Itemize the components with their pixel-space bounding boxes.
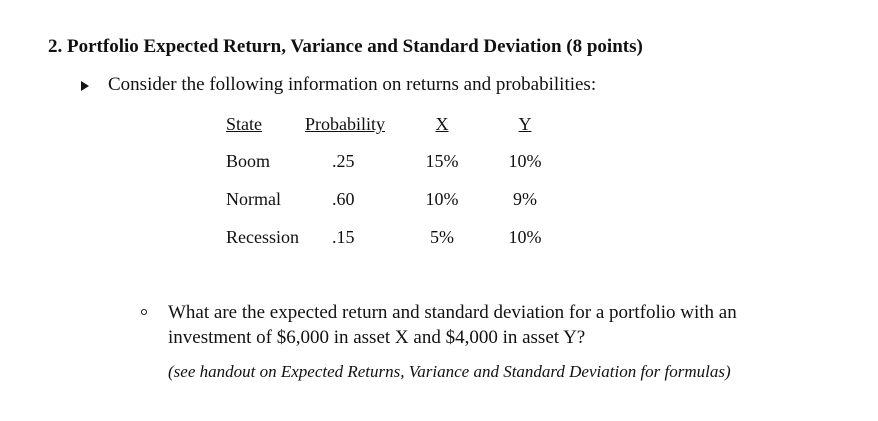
table-cell: Boom [226,151,271,171]
table-cell: 15% [425,151,459,171]
table-cell: Normal [226,189,281,209]
table-cell: 10% [425,189,459,209]
bullet [81,81,89,91]
table-cell: X [435,114,449,134]
note: (see handout on Expected Returns, Varian… [168,362,731,381]
table-cell: 10% [508,151,542,171]
table-cell: Probability [305,114,385,134]
table-cell: .60 [332,189,355,209]
table-cell: .25 [332,151,355,171]
heading: 2. Portfolio Expected Return, Variance a… [48,36,643,57]
table-cell: Recession [226,227,299,247]
question: What are the expected return and standar… [168,302,737,348]
table-cell: Y [518,114,532,134]
table-cell: 10% [508,227,542,247]
table-cell: 5% [430,227,454,247]
table-cell: 9% [513,189,537,209]
intro: Consider the following information on re… [108,74,597,95]
table-cell: State [226,114,262,134]
table-cell: .15 [332,227,355,247]
bullet [141,309,147,315]
